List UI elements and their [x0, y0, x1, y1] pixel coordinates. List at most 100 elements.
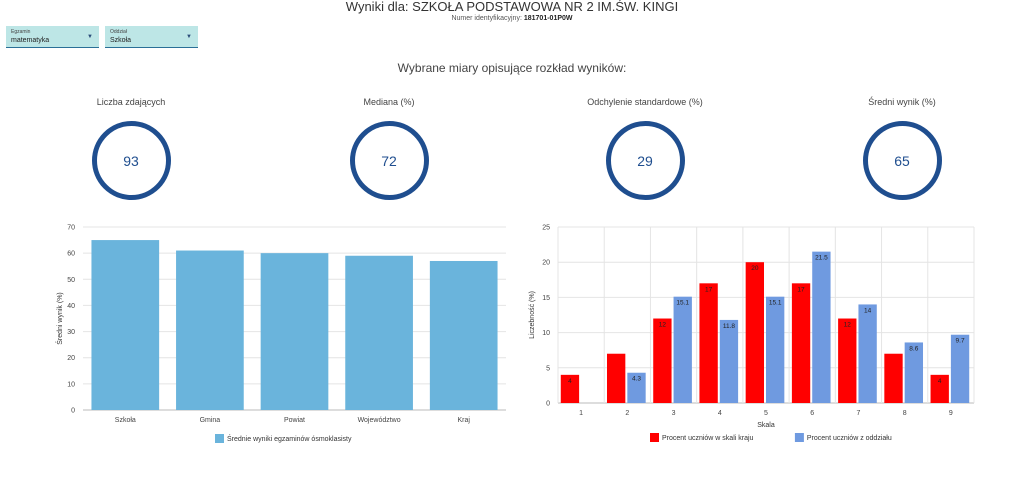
stat-card-median: Mediana (%) 72 [299, 97, 479, 200]
x-tick-label: 6 [810, 410, 814, 417]
legend-label: Procent uczniów z oddziału [807, 435, 892, 442]
y-tick-label: 70 [67, 225, 75, 232]
section-title: Wybrane miary opisujące rozkład wyników: [397, 61, 627, 75]
data-label: 4 [938, 378, 942, 385]
y-tick-label: 15 [542, 295, 550, 302]
y-tick-label: 0 [71, 408, 75, 415]
legend-label: Średnie wyniki egzaminów ósmoklasisty [227, 434, 352, 443]
bar [884, 353, 903, 403]
x-axis-label: Skala [757, 422, 775, 429]
data-label: 11.8 [723, 323, 736, 330]
identifier-value: 181701-01P0W [523, 15, 573, 22]
identifier-label: Numer identyfikacyjny: [451, 15, 522, 22]
bar [91, 240, 160, 410]
stat-card-stddev: Odchylenie standardowe (%) 29 [555, 97, 735, 200]
stat-ring: 65 [862, 121, 942, 200]
unit-select-value: Szkoła [110, 37, 132, 44]
stat-ring: 29 [605, 121, 685, 200]
legend-swatch [794, 433, 804, 442]
y-axis-label: Liczebność (%) [529, 291, 536, 339]
x-tick-label: Województwo [358, 417, 401, 424]
bar [560, 374, 580, 403]
data-label: 17 [797, 286, 805, 293]
bar [930, 374, 949, 403]
bar [812, 251, 831, 403]
bar [719, 319, 739, 403]
bar [904, 342, 924, 403]
data-label: 15.1 [676, 300, 689, 307]
bar [745, 262, 764, 403]
stat-ring: 93 [91, 121, 171, 200]
y-tick-label: 40 [67, 303, 75, 310]
stat-card-count: Liczba zdających 93 [41, 97, 221, 200]
bar [627, 372, 646, 403]
data-label: 14 [864, 307, 872, 314]
stat-value: 65 [894, 152, 910, 169]
data-label: 8.6 [909, 345, 918, 352]
bar [766, 296, 785, 403]
bar [699, 283, 718, 403]
y-tick-label: 20 [67, 355, 75, 362]
x-tick-label: 3 [672, 410, 676, 417]
y-axis-label: Średni wynik (%) [55, 292, 64, 345]
x-tick-label: 9 [949, 410, 953, 417]
bar [176, 250, 244, 410]
caret-down-icon: ▼ [186, 34, 192, 40]
mean-results-chart: 0 10 20 30 40 50 60 70 Średni wynik (%) Szkoła Gmi… [55, 225, 506, 443]
unit-select[interactable]: Oddział Szkoła ▼ [105, 26, 198, 48]
x-tick-label: Kraj [457, 417, 470, 424]
caret-down-icon: ▼ [87, 34, 93, 40]
legend-swatch [650, 433, 659, 442]
stat-value: 29 [637, 152, 653, 169]
exam-select[interactable]: Egzamin matematyka ▼ [6, 26, 99, 48]
data-label: 17 [705, 286, 713, 293]
y-tick-label: 30 [67, 329, 75, 336]
x-tick-label: 2 [625, 410, 629, 417]
bar [345, 255, 413, 410]
stat-card-mean: Średni wynik (%) 65 [812, 97, 992, 200]
exam-select-label: Egzamin [11, 29, 31, 35]
y-tick-label: 25 [542, 225, 550, 232]
page-title: Wyniki dla: SZKOŁA PODSTAWOWA NR 2 IM.ŚW… [345, 0, 679, 14]
bar [653, 318, 672, 403]
page-header: Wyniki dla: SZKOŁA PODSTAWOWA NR 2 IM.ŚW… [0, 0, 1024, 22]
score-distribution-chart: 0 5 10 15 20 25 Liczebność (%) 4 1 4.3 2 12 15.1 3 17 1… [529, 225, 975, 442]
stat-label: Średni wynik (%) [868, 97, 936, 107]
legend-swatch [215, 434, 224, 443]
data-label: 12 [844, 322, 852, 329]
stat-label: Odchylenie standardowe (%) [587, 97, 703, 107]
bar [673, 296, 692, 403]
y-tick-label: 0 [546, 401, 550, 408]
bar [260, 253, 329, 410]
bar [791, 283, 811, 403]
data-label: 20 [751, 265, 759, 272]
stat-label: Liczba zdających [96, 97, 166, 107]
data-label: 21.5 [815, 255, 828, 262]
y-tick-label: 10 [67, 381, 75, 388]
x-tick-label: Gmina [200, 417, 221, 424]
y-tick-label: 10 [542, 330, 550, 337]
y-tick-label: 60 [67, 251, 75, 258]
data-label: 15.1 [769, 300, 782, 307]
stat-ring: 72 [349, 121, 429, 200]
bar [606, 353, 626, 403]
y-tick-label: 50 [67, 277, 75, 284]
bar [429, 260, 498, 410]
identifier-line: Numer identyfikacyjny: 181701-01P0W [0, 15, 1024, 22]
legend-label: Procent uczniów w skali kraju [662, 435, 754, 442]
bar [858, 304, 877, 403]
x-tick-label: 1 [579, 410, 583, 417]
x-tick-label: 8 [903, 410, 907, 417]
stat-label: Mediana (%) [363, 97, 415, 107]
bar [838, 318, 857, 403]
y-tick-label: 5 [546, 365, 550, 372]
data-label: 4 [568, 378, 572, 385]
stat-value: 72 [381, 152, 397, 169]
data-label: 12 [659, 322, 667, 329]
bar [950, 334, 970, 403]
x-tick-label: 5 [764, 410, 768, 417]
y-tick-label: 20 [542, 260, 550, 267]
x-tick-label: 7 [856, 410, 860, 417]
x-tick-label: Powiat [284, 417, 305, 424]
x-tick-label: Szkoła [115, 417, 136, 424]
